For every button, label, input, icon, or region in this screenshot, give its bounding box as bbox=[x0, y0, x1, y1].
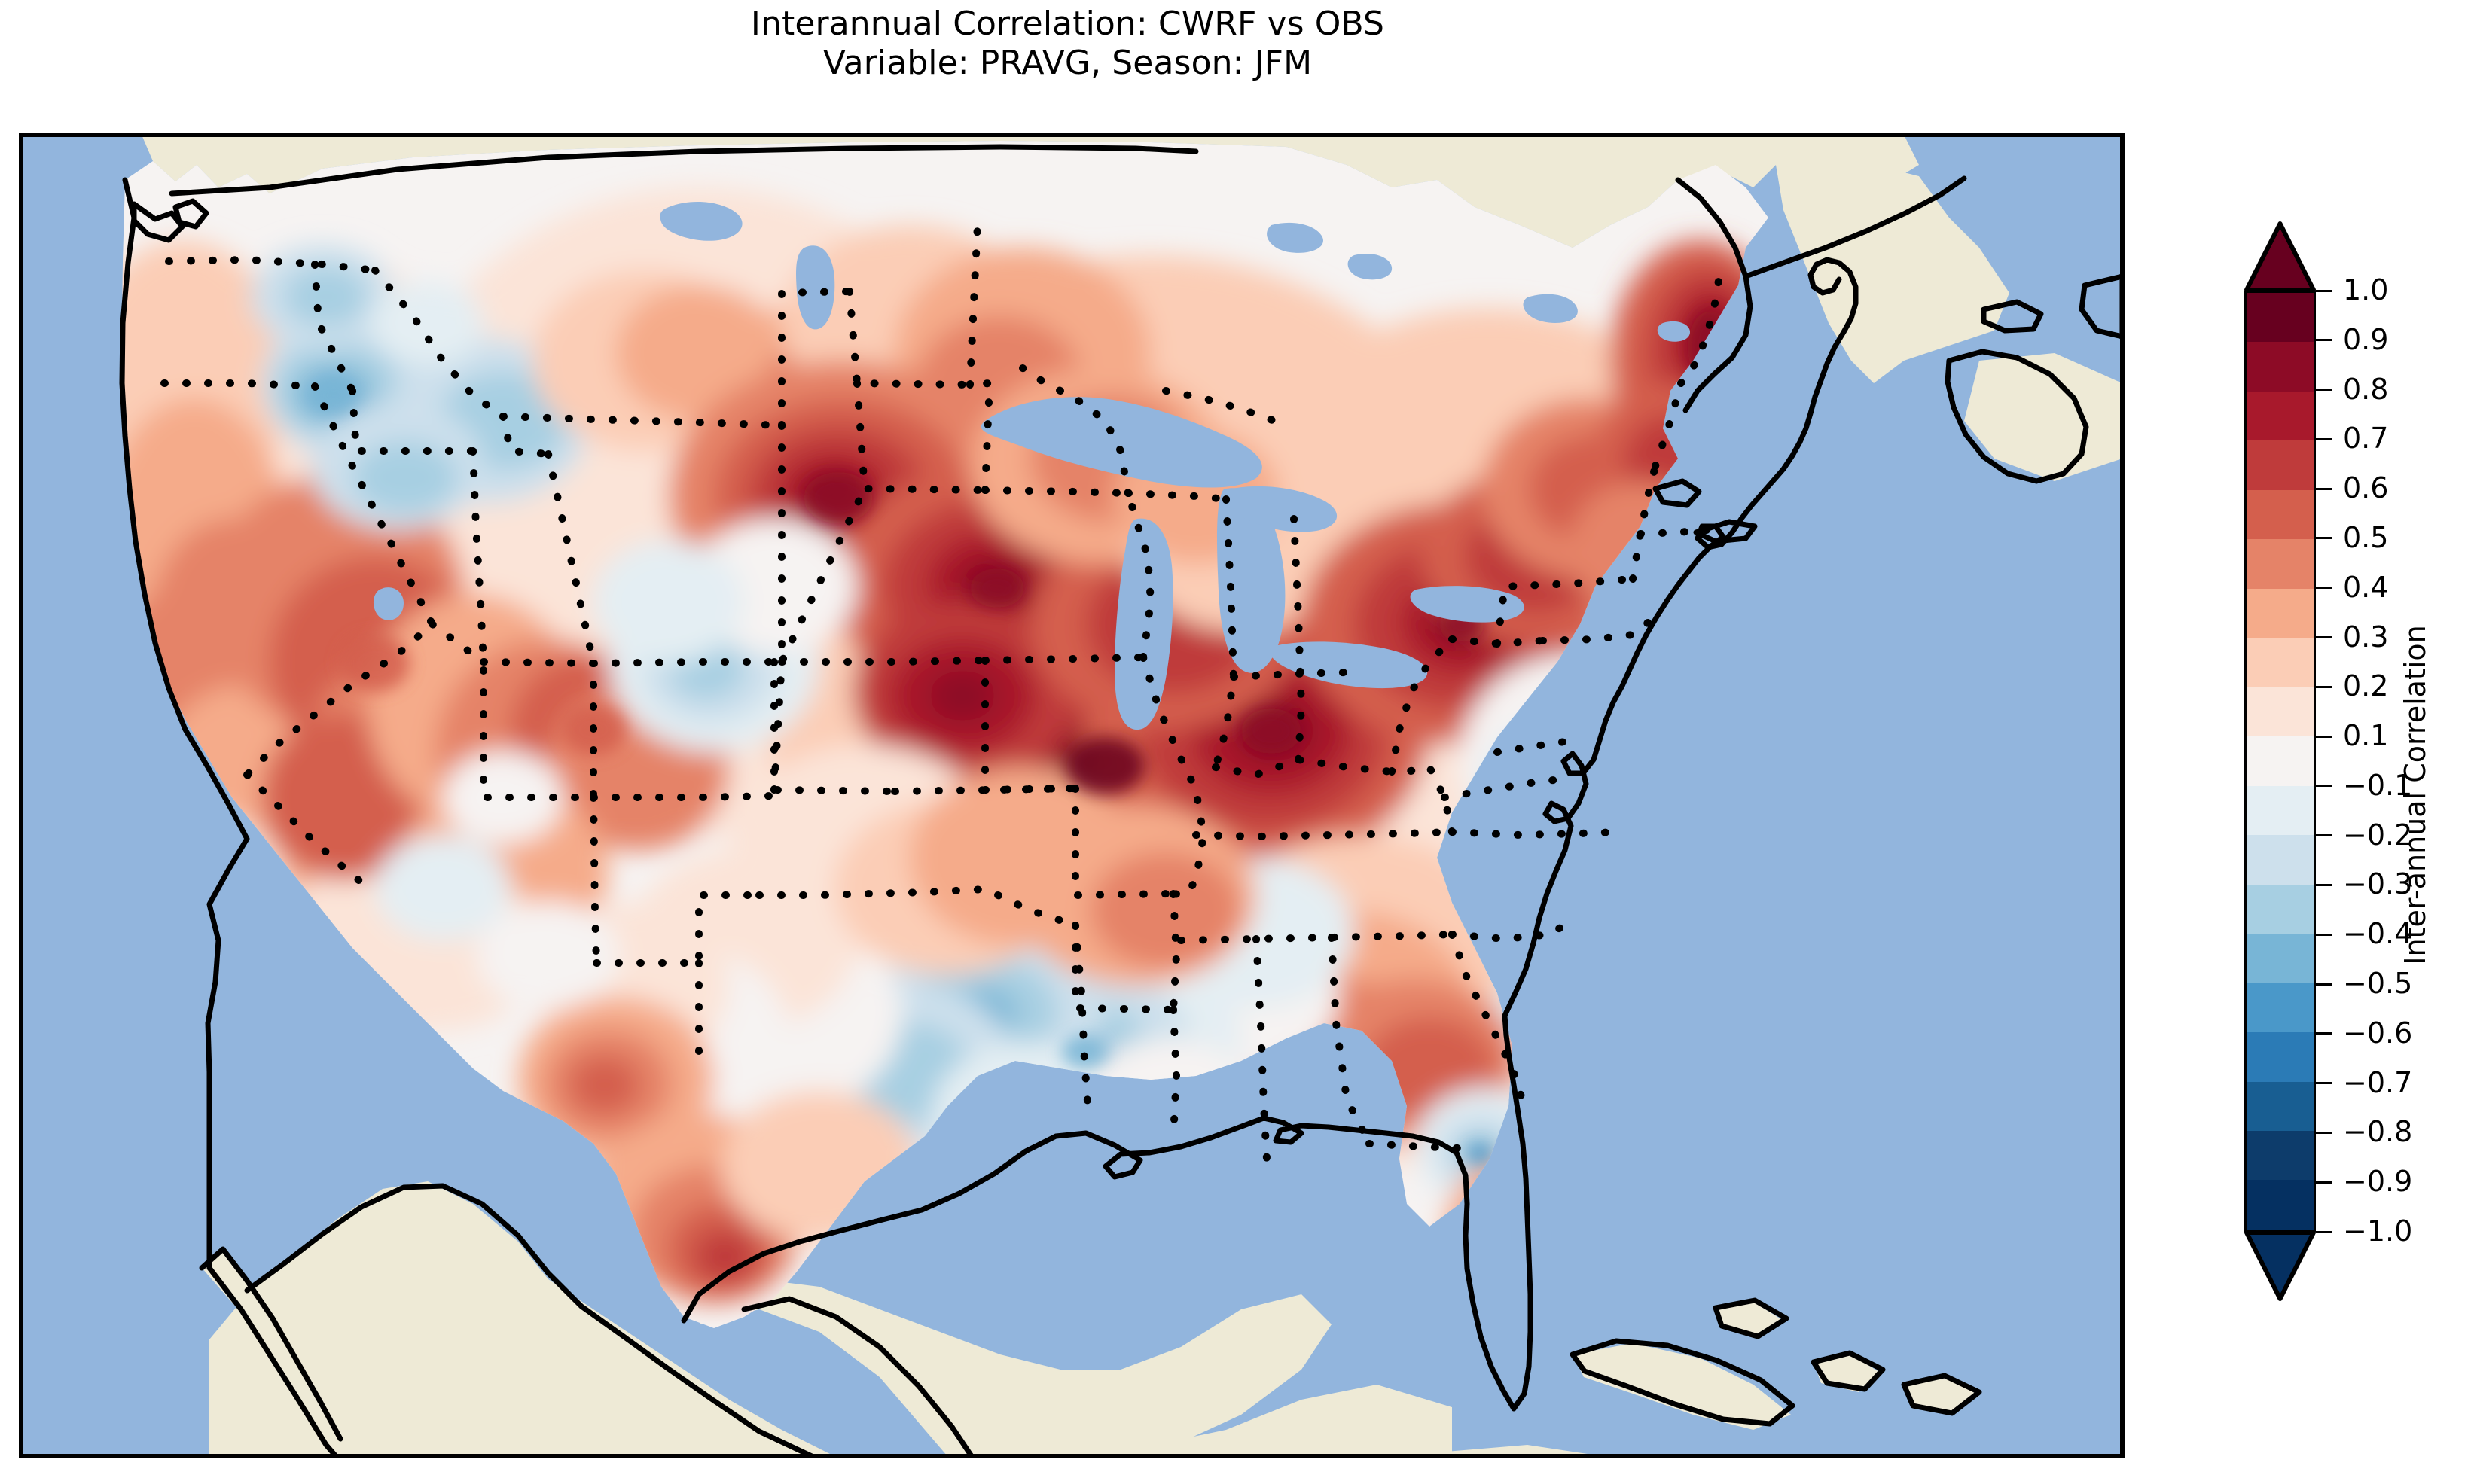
colorbar-tick-label: −0.7 bbox=[2343, 1065, 2413, 1099]
colorbar-band bbox=[2247, 342, 2314, 392]
colorbar-tick-label: −0.4 bbox=[2343, 917, 2413, 951]
colorbar-band bbox=[2247, 391, 2314, 441]
colorbar-tick-label: 0.2 bbox=[2343, 669, 2389, 703]
colorbar: 1.0 0.9 0.8 0.7 0.6 0.5 0.4 0.3 0.2 0.1 −0.1 −0.2 −0… bbox=[2241, 133, 2466, 1458]
colorbar-band bbox=[2247, 638, 2314, 687]
colorbar-ticks: 1.0 0.9 0.8 0.7 0.6 0.5 0.4 0.3 0.2 0.1 −0.1 −0.2 −0… bbox=[2316, 276, 2459, 1245]
colorbar-band bbox=[2247, 934, 2314, 983]
map-axes bbox=[19, 133, 2125, 1458]
colorbar-band bbox=[2247, 440, 2314, 490]
colorbar-band bbox=[2247, 1130, 2314, 1181]
correlation-map-svg bbox=[21, 135, 2122, 1456]
colorbar-extend-max-arrow bbox=[2244, 221, 2316, 292]
great-lakes bbox=[373, 202, 1853, 730]
colorbar-tick-label: 0.3 bbox=[2343, 620, 2389, 654]
colorbar-band bbox=[2247, 1180, 2314, 1230]
colorbar-tick-mark bbox=[2316, 785, 2332, 788]
colorbar-tick-mark bbox=[2316, 1230, 2332, 1233]
colorbar-tick-mark bbox=[2316, 636, 2332, 639]
colorbar-band bbox=[2247, 687, 2314, 737]
colorbar-band bbox=[2247, 489, 2314, 540]
colorbar-tick-mark bbox=[2316, 883, 2332, 886]
colorbar-tick-mark bbox=[2316, 389, 2332, 392]
colorbar-tick-label: −0.3 bbox=[2343, 867, 2413, 901]
figure-title: Interannual Correlation: CWRF vs OBS Var… bbox=[0, 5, 2135, 83]
colorbar-tick-label: 0.1 bbox=[2343, 719, 2389, 753]
colorbar-tick-label: −0.5 bbox=[2343, 967, 2413, 1001]
colorbar-band bbox=[2247, 835, 2314, 885]
state-borders bbox=[160, 221, 1724, 1163]
colorbar-tick-label: 1.0 bbox=[2343, 273, 2389, 306]
colorbar-band bbox=[2247, 785, 2314, 836]
colorbar-band bbox=[2247, 588, 2314, 638]
map-canvas bbox=[21, 135, 2122, 1456]
colorbar-tick-mark bbox=[2316, 983, 2332, 986]
colorbar-tick-label: 0.6 bbox=[2343, 471, 2389, 505]
colorbar-tick-mark bbox=[2316, 834, 2332, 837]
title-line-1: Interannual Correlation: CWRF vs OBS bbox=[750, 5, 1385, 43]
colorbar-tick-mark bbox=[2316, 289, 2332, 292]
colorbar-tick-label: 0.7 bbox=[2343, 422, 2389, 456]
colorbar-gradient[interactable] bbox=[2244, 291, 2316, 1232]
colorbar-tick-label: 0.9 bbox=[2343, 322, 2389, 356]
colorbar-tick-mark bbox=[2316, 735, 2332, 738]
colorbar-tick-mark bbox=[2316, 537, 2332, 540]
colorbar-tick-label: −0.8 bbox=[2343, 1115, 2413, 1149]
colorbar-band bbox=[2247, 736, 2314, 786]
colorbar-tick-mark bbox=[2316, 685, 2332, 688]
colorbar-tick-label: −0.1 bbox=[2343, 768, 2413, 802]
colorbar-tick-mark bbox=[2316, 1131, 2332, 1134]
colorbar-tick-label: 0.4 bbox=[2343, 570, 2389, 604]
title-line-2: Variable: PRAVG, Season: JFM bbox=[822, 43, 1313, 82]
colorbar-band bbox=[2247, 884, 2314, 934]
colorbar-tick-label: −0.2 bbox=[2343, 818, 2413, 852]
colorbar-tick-mark bbox=[2316, 1032, 2332, 1035]
colorbar-tick-mark bbox=[2316, 933, 2332, 936]
colorbar-tick-mark bbox=[2316, 587, 2332, 590]
colorbar-tick-label: 0.5 bbox=[2343, 520, 2389, 554]
colorbar-tick-mark bbox=[2316, 1181, 2332, 1184]
colorbar-tick-mark bbox=[2316, 339, 2332, 342]
colorbar-band bbox=[2247, 1081, 2314, 1131]
colorbar-band bbox=[2247, 293, 2314, 343]
colorbar-tick-mark bbox=[2316, 487, 2332, 490]
colorbar-tick-label: −1.0 bbox=[2343, 1214, 2413, 1248]
colorbar-extend-min-arrow bbox=[2244, 1230, 2316, 1301]
colorbar-band bbox=[2247, 539, 2314, 589]
colorbar-tick-label: 0.8 bbox=[2343, 372, 2389, 406]
colorbar-band bbox=[2247, 983, 2314, 1033]
colorbar-band bbox=[2247, 1032, 2314, 1082]
colorbar-tick-label: −0.6 bbox=[2343, 1016, 2413, 1050]
colorbar-tick-mark bbox=[2316, 1082, 2332, 1085]
colorbar-axis-label: Inter-annual Correlation bbox=[2399, 625, 2432, 965]
coastline bbox=[119, 144, 2122, 1456]
colorbar-tick-mark bbox=[2316, 437, 2332, 440]
colorbar-tick-label: −0.9 bbox=[2343, 1165, 2413, 1199]
